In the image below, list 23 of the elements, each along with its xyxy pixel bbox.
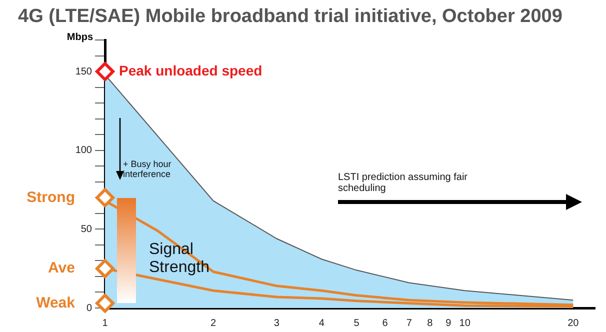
y-tick-label: 0 (86, 302, 92, 314)
x-tick-label: 4 (318, 318, 325, 329)
x-tick-label: 10 (459, 318, 471, 329)
x-tick-label: 20 (568, 318, 580, 329)
chart-title: 4G (LTE/SAE) Mobile broadband trial initiative, October 2009 (18, 6, 562, 28)
y-tick-label: 100 (75, 145, 92, 156)
data-label: Weak (36, 294, 76, 312)
y-axis-title: Mbps (66, 32, 94, 43)
x-tick-label: 3 (274, 318, 280, 329)
data-label: Ave (48, 260, 75, 277)
x-tick-label: 1 (102, 318, 108, 329)
data-label: Strong (26, 188, 75, 206)
x-tick-label: 7 (406, 318, 412, 329)
x-tick-label: 9 (446, 318, 452, 329)
y-tick-label: 50 (80, 224, 92, 235)
x-tick-label: 8 (427, 318, 434, 329)
data-label: Peak unloaded speed (119, 62, 262, 78)
annotation: LSTI prediction assuming fair scheduling (338, 172, 469, 194)
x-tick-label: 5 (354, 318, 360, 329)
annotation: + Busy hour interference (123, 159, 172, 180)
x-tick-label: 2 (210, 318, 217, 329)
x-tick-label: 6 (382, 318, 388, 329)
y-tick-label: 150 (75, 66, 92, 78)
